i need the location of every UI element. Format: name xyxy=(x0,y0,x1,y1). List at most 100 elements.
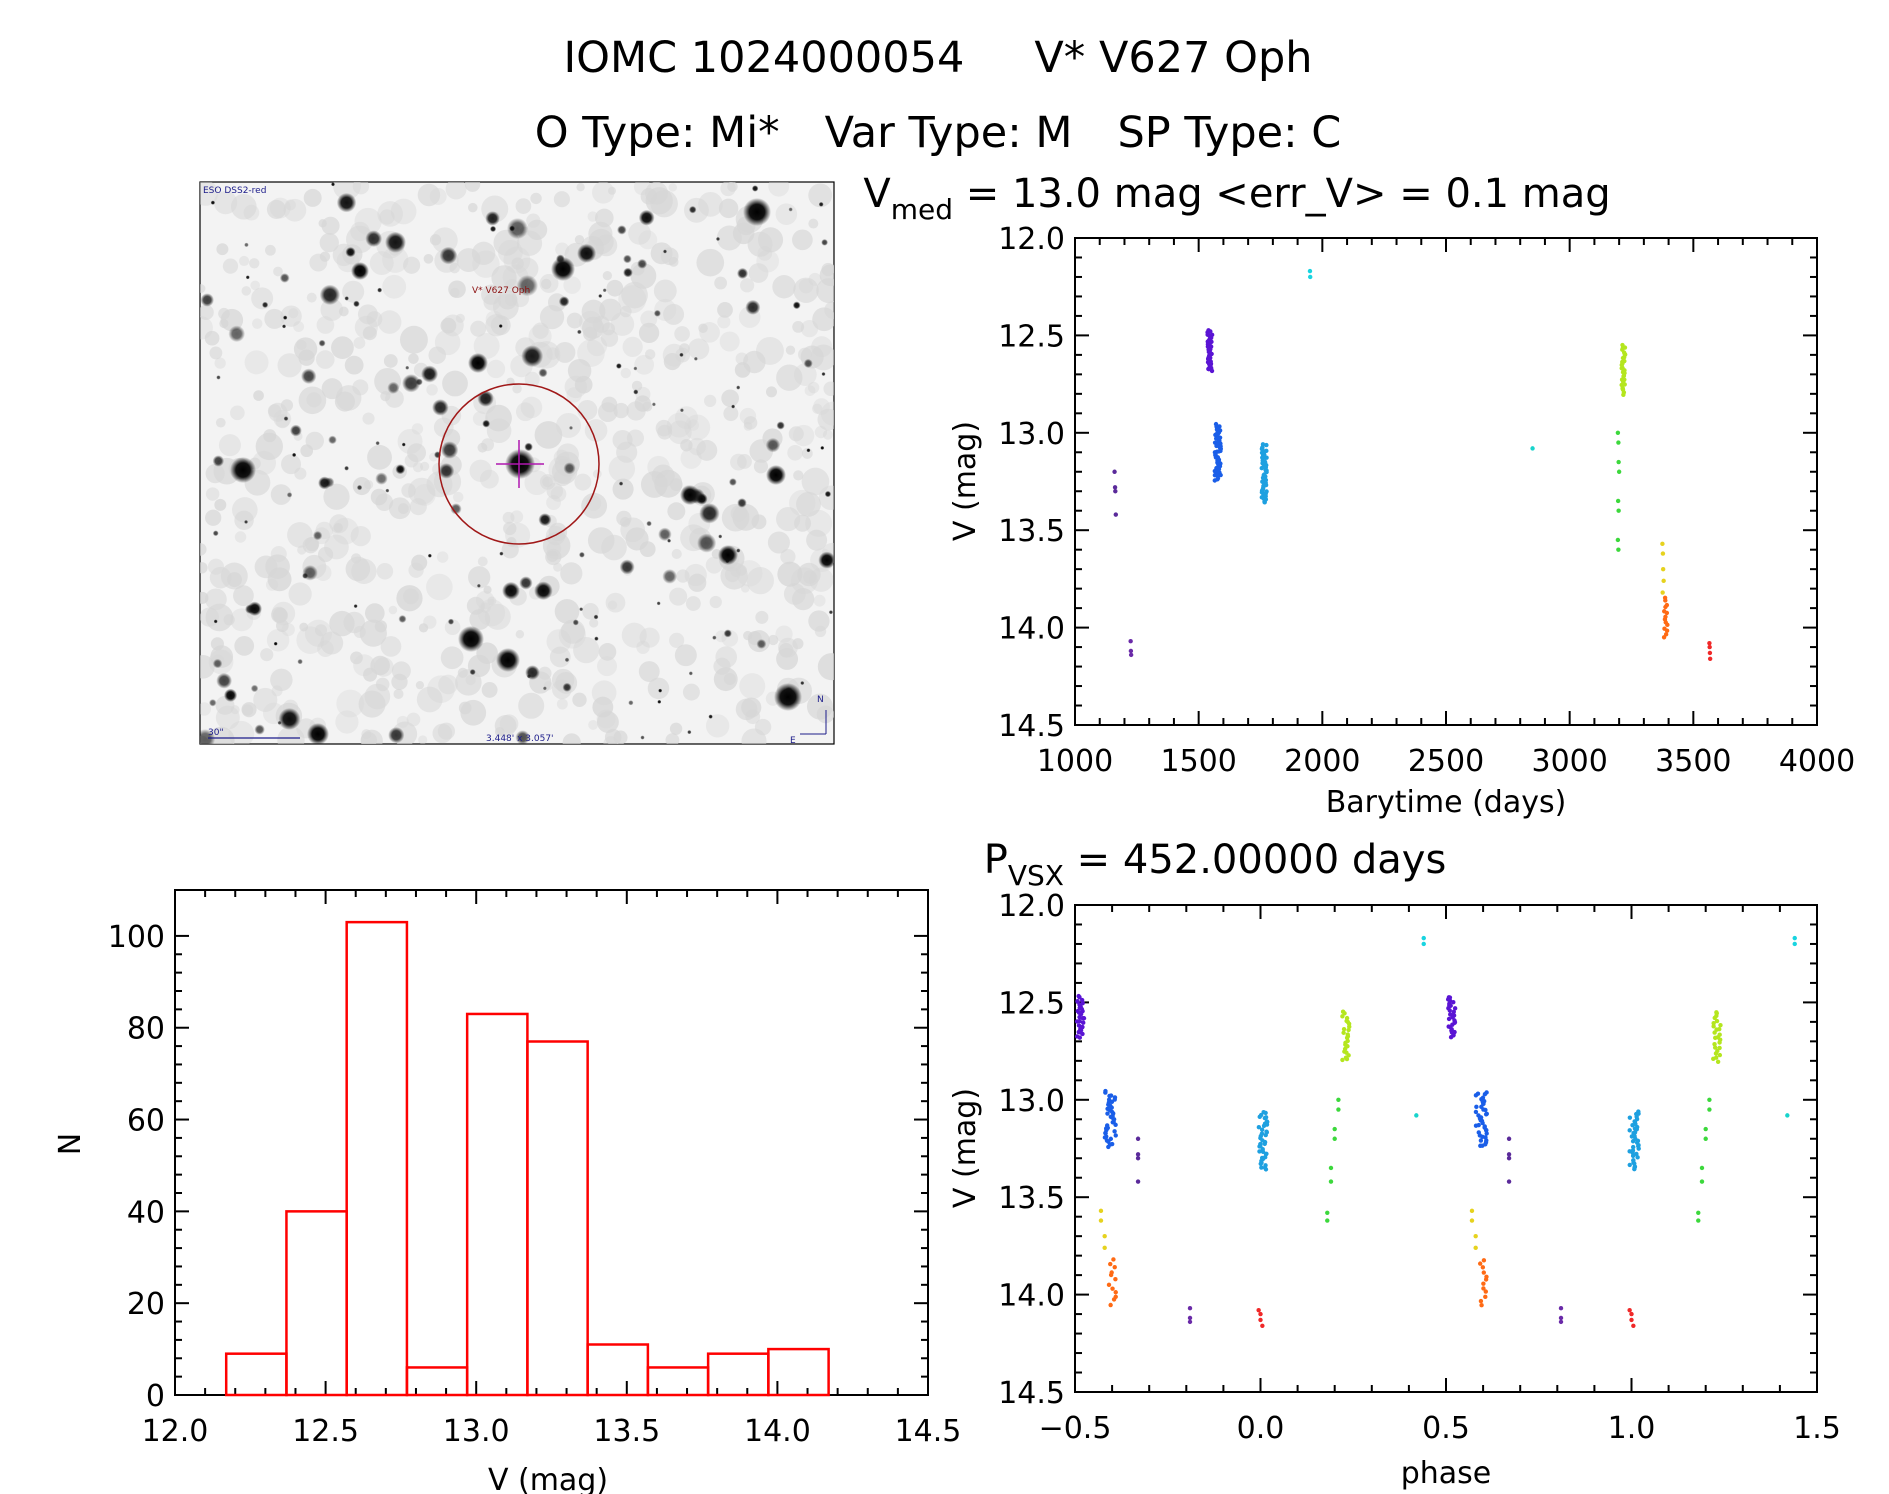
phase-point xyxy=(1256,1307,1261,1313)
sky-star xyxy=(477,390,494,407)
phase-point xyxy=(1077,994,1082,1000)
sky-star xyxy=(395,464,406,475)
sky-background-blotch xyxy=(666,412,692,438)
phase-point xyxy=(1481,1270,1487,1275)
phase-point xyxy=(1340,1014,1345,1019)
lc-title-rest: = 13.0 mag <err_V> = 0.1 mag xyxy=(953,171,1611,217)
sky-star xyxy=(498,324,503,329)
sky-background-blotch xyxy=(684,197,709,223)
phase-point xyxy=(1135,1152,1141,1157)
sky-star xyxy=(765,437,781,453)
phase-point xyxy=(1629,1311,1634,1317)
lc-point xyxy=(1259,465,1264,471)
sky-background-blotch xyxy=(200,654,215,679)
sky-background-blotch xyxy=(364,480,374,490)
hist-bar xyxy=(465,1012,529,1397)
sky-background-blotch xyxy=(304,536,320,552)
phase-point xyxy=(1478,1138,1484,1143)
sky-background-blotch xyxy=(592,182,615,204)
sky-background-blotch xyxy=(685,596,701,611)
lc-point xyxy=(1664,628,1670,633)
hist-axes-frame xyxy=(174,889,929,1396)
sky-background-blotch xyxy=(419,461,430,472)
sky-background-blotch xyxy=(200,562,208,574)
sky-background-blotch xyxy=(539,304,565,330)
sky-background-blotch xyxy=(360,729,383,744)
sky-star xyxy=(401,442,406,447)
sky-background-blotch xyxy=(455,313,465,323)
sky-star xyxy=(723,629,732,638)
phase-point xyxy=(1629,1317,1634,1323)
sky-star xyxy=(792,301,801,310)
sky-background-blotch xyxy=(383,354,398,368)
phase-point xyxy=(1260,1323,1265,1328)
lc-point xyxy=(1128,639,1133,644)
sky-star xyxy=(356,484,363,491)
sky-background-blotch xyxy=(484,603,511,630)
sky-background-blotch xyxy=(574,473,592,491)
sky-background-blotch xyxy=(740,278,755,293)
sky-background-blotch xyxy=(791,567,818,595)
sky-background-blotch xyxy=(234,531,247,543)
sky-background-blotch xyxy=(716,225,742,251)
sky-star xyxy=(485,211,500,226)
sky-background-blotch xyxy=(416,686,443,713)
sky-background-blotch xyxy=(765,386,777,398)
phase-point xyxy=(1077,1035,1083,1040)
sky-background-blotch xyxy=(772,275,796,299)
sky-background-blotch xyxy=(271,685,283,697)
sky-background-blotch xyxy=(401,483,416,498)
sky-star xyxy=(821,239,828,246)
sky-background-blotch xyxy=(309,253,328,272)
lc-ytick-label: 12.0 xyxy=(998,222,1065,257)
sky-star xyxy=(476,583,481,588)
sky-background-blotch xyxy=(631,380,643,392)
sky-star xyxy=(577,243,597,263)
sky-star xyxy=(776,421,785,430)
sky-background-blotch xyxy=(479,469,499,489)
sky-star xyxy=(525,665,540,680)
lc-point xyxy=(1112,469,1117,474)
phase-point xyxy=(1325,1218,1330,1223)
sky-background-blotch xyxy=(687,419,699,431)
sky-star xyxy=(751,185,759,192)
phase-xtick-label: 1.5 xyxy=(1793,1411,1841,1446)
phase-point xyxy=(1451,1009,1456,1014)
sky-background-blotch xyxy=(251,287,274,310)
phase-point xyxy=(1340,1057,1345,1063)
sky-background-blotch xyxy=(345,556,371,582)
phase-point xyxy=(1699,1179,1705,1184)
phase-point xyxy=(1107,1093,1112,1099)
sky-background-blotch xyxy=(472,250,500,278)
sky-background-blotch xyxy=(408,353,419,364)
sky-background-blotch xyxy=(746,567,774,595)
sky-star xyxy=(679,352,684,358)
phase-point xyxy=(1452,1006,1458,1011)
sky-background-blotch xyxy=(817,408,834,431)
sky-background-blotch xyxy=(560,562,583,585)
sky-background-blotch xyxy=(539,474,556,490)
phase-point xyxy=(1558,1315,1564,1321)
phase-point xyxy=(1098,1208,1104,1214)
sky-background-blotch xyxy=(755,610,769,624)
sky-star xyxy=(385,231,407,253)
sky-background-blotch xyxy=(621,281,648,309)
sky-background-blotch xyxy=(655,419,673,437)
sky-background-blotch xyxy=(816,705,834,724)
sky-star xyxy=(617,225,627,235)
sky-star xyxy=(658,527,672,542)
lc-point xyxy=(1128,648,1134,654)
sky-background-blotch xyxy=(281,454,302,475)
lc-point xyxy=(1209,368,1215,374)
sky-background-blotch xyxy=(470,320,487,337)
hist-bar xyxy=(285,1210,348,1397)
sky-bright-star xyxy=(307,723,329,744)
sky-background-blotch xyxy=(622,336,643,357)
sky-star xyxy=(209,699,217,707)
sky-background-blotch xyxy=(601,534,627,561)
sky-background-blotch xyxy=(628,222,651,245)
lc-point xyxy=(1264,442,1269,448)
sky-star xyxy=(313,530,323,541)
phase-point xyxy=(1258,1161,1263,1166)
phase-point xyxy=(1081,1016,1087,1021)
